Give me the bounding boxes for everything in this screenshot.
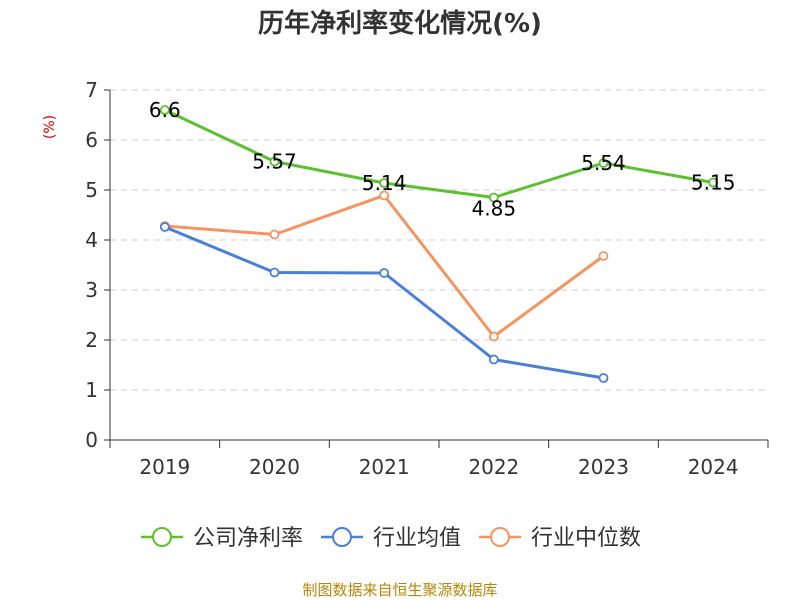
legend-label: 公司净利率 bbox=[193, 526, 303, 551]
y-tick-label: 7 bbox=[85, 78, 98, 102]
data-point bbox=[379, 268, 390, 278]
y-tick-label: 3 bbox=[85, 278, 98, 302]
data-point bbox=[269, 229, 280, 240]
data-label: 5.15 bbox=[691, 171, 736, 195]
data-point bbox=[159, 222, 170, 232]
series-3 bbox=[159, 190, 609, 342]
x-tick-label: 2024 bbox=[688, 455, 739, 479]
y-tick-label: 1 bbox=[85, 378, 98, 402]
series-line bbox=[164, 194, 605, 338]
data-point bbox=[708, 177, 719, 188]
x-tick-label: 2020 bbox=[249, 455, 300, 479]
legend-marker bbox=[332, 527, 352, 547]
y-tick-label: 5 bbox=[85, 178, 98, 202]
data-point bbox=[598, 251, 609, 261]
data-point bbox=[379, 190, 390, 201]
gridlines bbox=[110, 89, 768, 391]
x-tick-label: 2021 bbox=[359, 455, 410, 479]
data-point bbox=[159, 105, 170, 115]
legend: 公司净利率 行业均值 行业中位数 bbox=[141, 526, 641, 551]
legend-label: 行业均值 bbox=[373, 526, 461, 551]
x-tick-label: 2023 bbox=[578, 455, 629, 479]
y-tick-label: 4 bbox=[85, 228, 98, 252]
data-point bbox=[269, 267, 280, 278]
data-point bbox=[598, 158, 609, 168]
data-point bbox=[269, 156, 280, 167]
series-1 bbox=[159, 105, 719, 203]
y-tick-label: 6 bbox=[85, 128, 98, 152]
y-axis-label: (%) bbox=[42, 115, 58, 139]
series-lines bbox=[159, 105, 719, 383]
data-label: 4.85 bbox=[472, 197, 517, 221]
legend-item-1: 公司净利率 bbox=[141, 526, 303, 551]
y-tick-label: 2 bbox=[85, 328, 98, 352]
data-point bbox=[488, 192, 499, 203]
legend-label: 行业中位数 bbox=[531, 526, 641, 551]
data-point bbox=[488, 354, 499, 365]
legend-marker bbox=[490, 527, 510, 547]
data-label: 5.54 bbox=[581, 151, 626, 175]
axes: 0 1 2 3 4 5 6 7 2019 2020 2021 2022 2023 2024 bbox=[85, 78, 769, 479]
y-tick-label: 0 bbox=[85, 428, 98, 452]
legend-item-3: 行业中位数 bbox=[479, 526, 641, 551]
source-note: 制图数据来自恒生聚源数据库 bbox=[302, 581, 497, 599]
series-line bbox=[164, 108, 714, 199]
data-label: 5.14 bbox=[362, 171, 407, 195]
legend-marker bbox=[152, 527, 172, 547]
chart-title: 历年净利率变化情况(%) bbox=[258, 8, 542, 39]
data-labels: 6.6 5.57 5.14 4.85 5.54 5.15 bbox=[149, 98, 736, 221]
series-2 bbox=[159, 222, 609, 383]
legend-item-2: 行业均值 bbox=[321, 526, 461, 551]
data-label: 5.57 bbox=[252, 150, 297, 174]
data-point bbox=[488, 331, 499, 342]
data-label: 6.6 bbox=[149, 98, 181, 122]
x-tick-label: 2019 bbox=[139, 455, 190, 479]
data-point bbox=[379, 178, 390, 188]
data-point bbox=[598, 373, 609, 383]
x-tick-label: 2022 bbox=[468, 455, 519, 479]
